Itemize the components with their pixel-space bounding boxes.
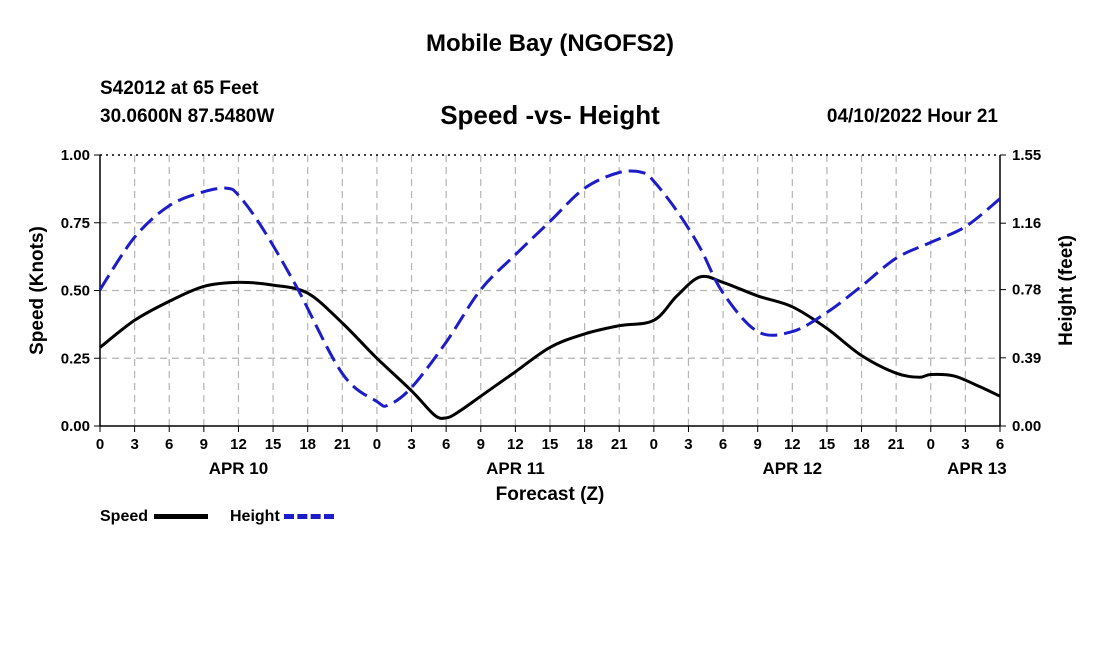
date-label: APR 13 [947, 459, 1007, 478]
x-tick-label: 9 [754, 436, 762, 453]
chart-subtitle: Speed -vs- Height [440, 100, 660, 130]
x-tick-label: 21 [888, 436, 905, 453]
x-tick-label: 12 [507, 436, 524, 453]
tick-labels: 0 3 6 9 12 15 18 21 0 3 6 9 12 15 18 21 0 3 6 9 12 15 18 21 0 3 60… [27, 147, 1077, 505]
y-tick-label: 0.75 [61, 215, 90, 232]
y-tick-label: 1.00 [61, 147, 90, 164]
legend-height: Height [230, 508, 335, 526]
x-tick-label: 3 [130, 436, 138, 453]
x-tick-label: 0 [927, 436, 935, 453]
x-tick-label: 3 [684, 436, 692, 453]
legend-speed: Speed [100, 508, 209, 526]
x-tick-label: 6 [719, 436, 727, 453]
legend-speed-swatch [154, 514, 209, 520]
x-tick-label: 15 [542, 436, 559, 453]
chart-main-title: Mobile Bay (NGOFS2) [425, 30, 675, 57]
x-tick-label: 15 [265, 436, 282, 453]
series-layer [98, 169, 1001, 420]
x-tick-label: 6 [442, 436, 450, 453]
x-tick-label: 21 [334, 436, 351, 453]
x-tick-label: 0 [96, 436, 104, 453]
x-tick-label: 0 [650, 436, 658, 453]
x-tick-label: 6 [165, 436, 173, 453]
station-coordinates: 30.0600N 87.5480W [100, 106, 275, 127]
y-tick-label: 0.25 [61, 350, 90, 367]
legend-speed-label: Speed [100, 508, 149, 525]
station-label: S42012 at 65 Feet [100, 78, 259, 99]
legend-height-label: Height [230, 508, 280, 525]
grid-lines [100, 155, 1000, 426]
x-tick-label: 18 [576, 436, 593, 453]
x-tick-label: 15 [819, 436, 836, 453]
x-tick-label: 18 [853, 436, 870, 453]
y-tick-label: 0.00 [61, 418, 90, 435]
series-line-speed [99, 274, 1001, 420]
y2-tick-label: 0.78 [1012, 282, 1041, 299]
y2-tick-label: 1.55 [1012, 147, 1041, 164]
y-tick-label: 0.50 [61, 283, 90, 300]
x-tick-label: 12 [784, 436, 801, 453]
y2-axis-title: Height (feet) [1056, 235, 1077, 346]
x-tick-label: 0 [373, 436, 381, 453]
series-line-height [98, 169, 1001, 408]
x-tick-label: 6 [996, 436, 1004, 453]
y-axis-title: Speed (Knots) [27, 226, 48, 355]
y2-tick-label: 0.39 [1012, 350, 1041, 367]
x-axis-title: Forecast (Z) [496, 484, 605, 505]
forecast-timestamp: 04/10/2022 Hour 21 [826, 106, 998, 127]
date-label: APR 11 [486, 459, 545, 478]
x-tick-label: 3 [961, 436, 969, 453]
x-tick-label: 21 [611, 436, 628, 453]
x-tick-label: 3 [407, 436, 415, 453]
x-tick-label: 12 [230, 436, 247, 453]
y2-tick-label: 0.00 [1012, 418, 1041, 435]
axes [94, 154, 1006, 432]
date-label: APR 12 [763, 459, 823, 478]
x-tick-label: 9 [200, 436, 208, 453]
x-tick-label: 9 [477, 436, 485, 453]
date-label: APR 10 [209, 459, 269, 478]
legend-height-swatch [284, 514, 335, 520]
y2-tick-label: 1.16 [1012, 215, 1041, 232]
x-tick-label: 18 [299, 436, 316, 453]
